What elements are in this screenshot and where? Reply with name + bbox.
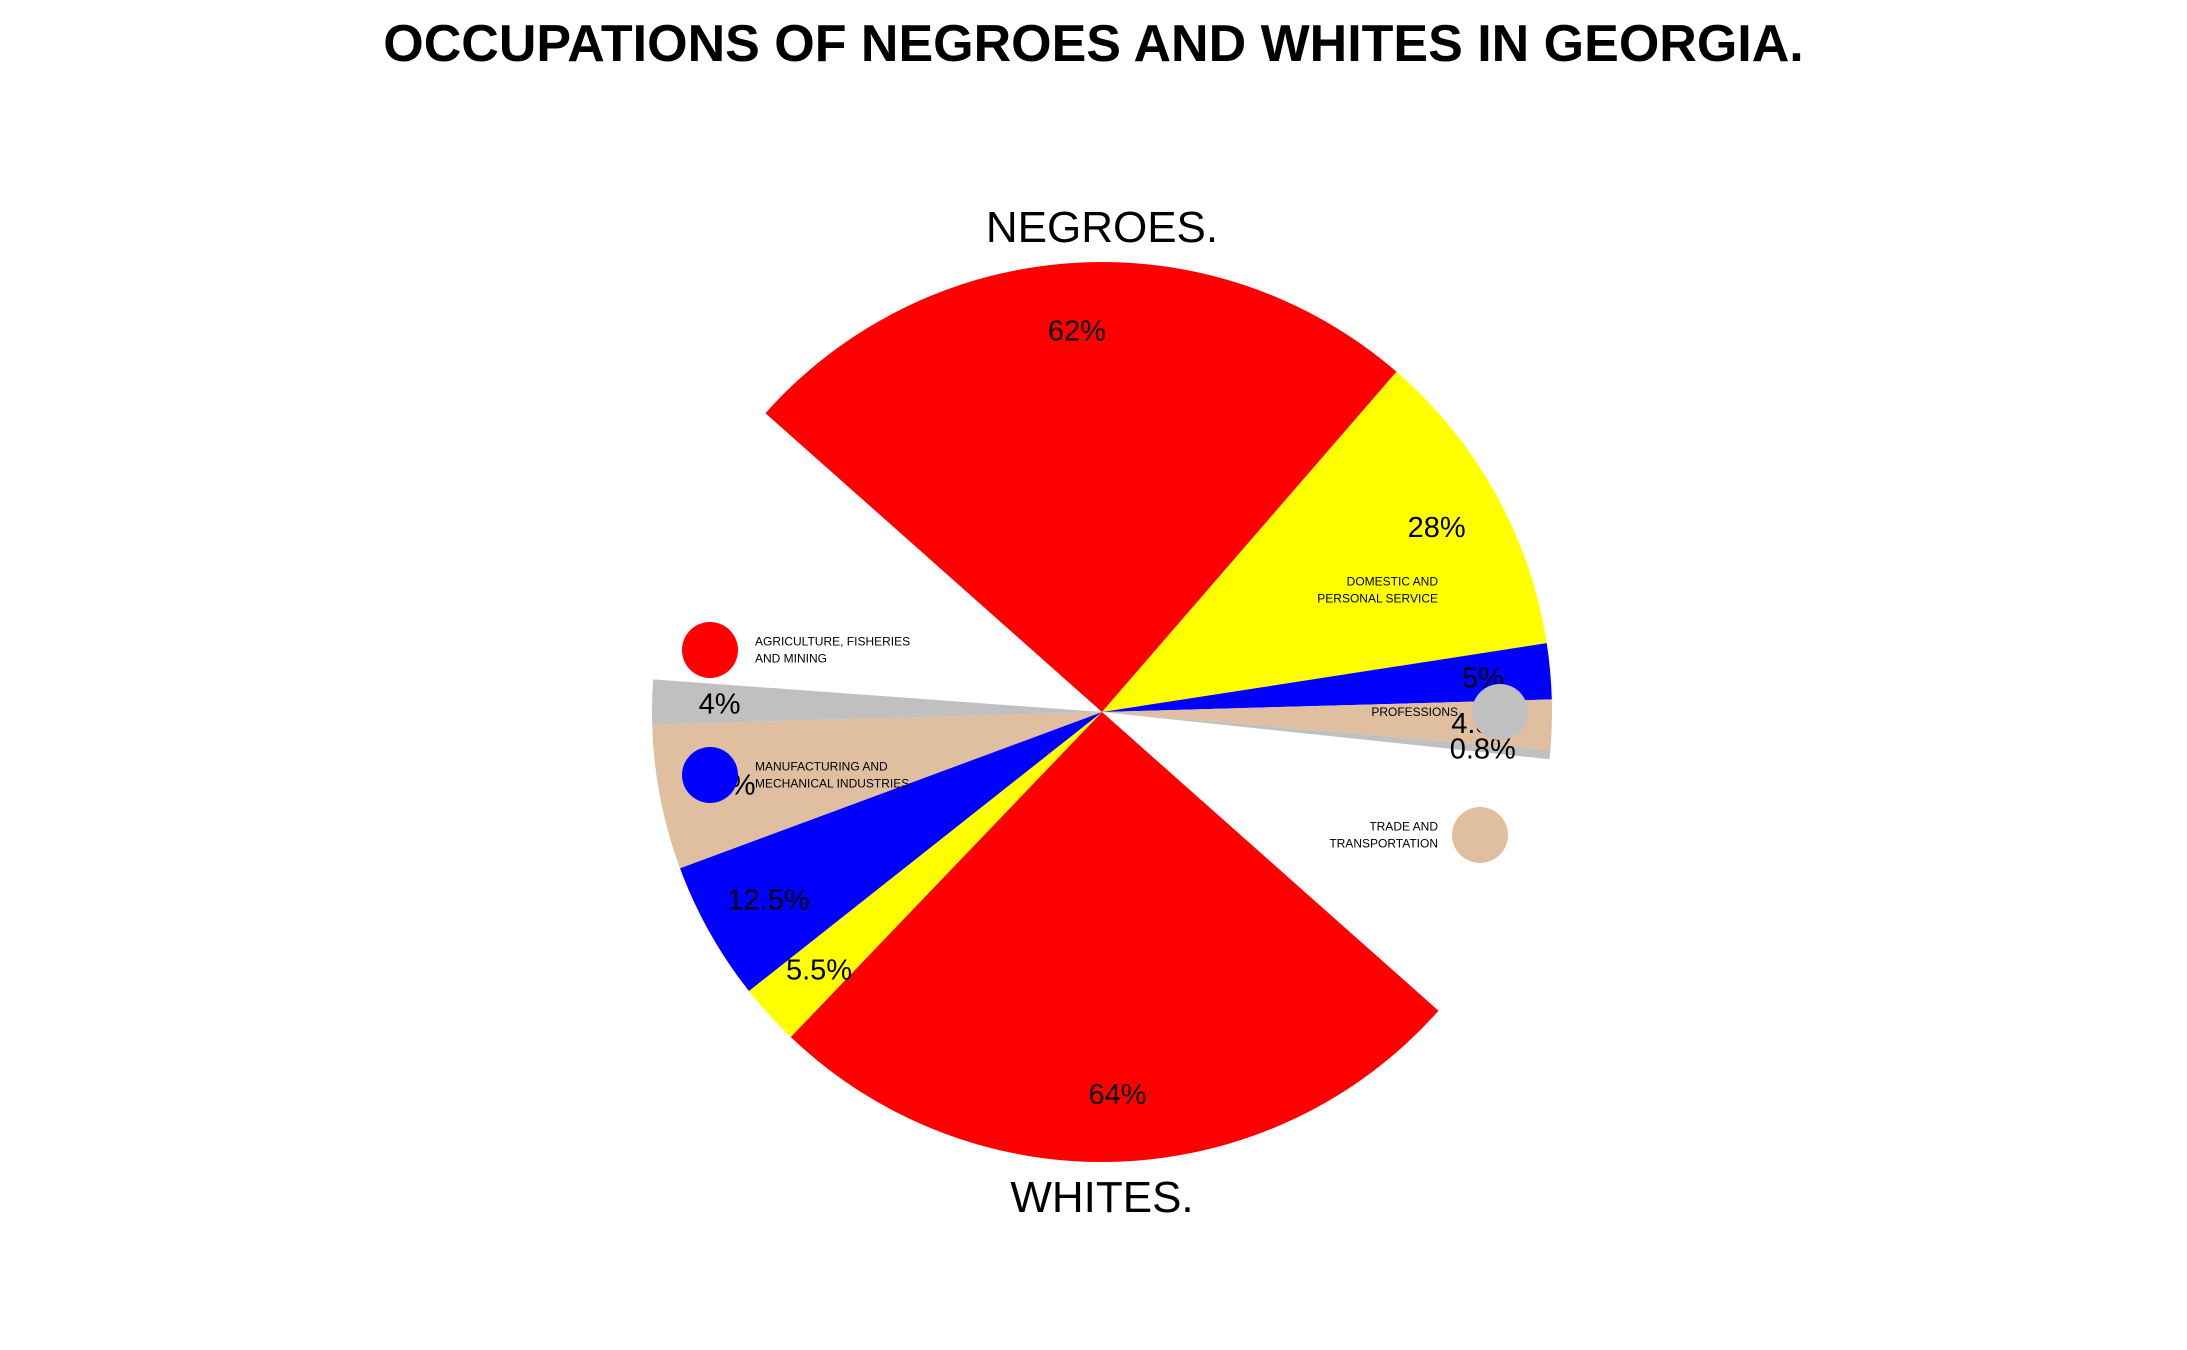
legend-label-agriculture-fisheries-and-mining-1: AND MINING	[755, 652, 827, 666]
whites-slice-label-professions: 4%	[699, 688, 741, 720]
legend-swatch-domestic-and-personal-service	[1452, 562, 1508, 618]
legend-label-agriculture-fisheries-and-mining-0: AGRICULTURE, FISHERIES	[755, 635, 910, 649]
negroes-slice-trade-and-transportation	[1102, 699, 1553, 751]
legend-item-domestic-and-personal-service: DOMESTIC AND PERSONAL SERVICE	[1317, 562, 1508, 618]
negroes-slice-label-agriculture-fisheries-and-mining: 62%	[1048, 315, 1106, 347]
negroes-slice-agriculture-fisheries-and-mining	[765, 262, 1397, 712]
whites-slice-agriculture-fisheries-and-mining	[790, 712, 1439, 1163]
legend-label-trade-and-transportation-0: TRADE AND	[1369, 820, 1438, 834]
legend-item-manufacturing-and-mechanical-industries: MANUFACTURING AND MECHANICAL INDUSTRIES	[682, 747, 909, 803]
legend-swatch-manufacturing-and-mechanical-industries	[682, 747, 738, 803]
negroes-slice-manufacturing-and-mechanical-industries	[1102, 643, 1552, 712]
negroes-group-label: NEGROES.	[986, 203, 1218, 252]
legend-label-professions-0: PROFESSIONS	[1371, 705, 1458, 719]
legend-swatch-agriculture-fisheries-and-mining	[682, 622, 738, 678]
legend-label-manufacturing-and-mechanical-industries-1: MECHANICAL INDUSTRIES	[755, 777, 909, 791]
whites-group-label: WHITES.	[1010, 1173, 1193, 1222]
whites-slice-label-manufacturing-and-mechanical-industries: 12.5%	[727, 884, 809, 916]
negroes-slice-domestic-and-personal-service	[1102, 371, 1547, 712]
legend-swatch-trade-and-transportation	[1452, 807, 1508, 863]
legend-label-domestic-and-personal-service-0: DOMESTIC AND	[1347, 575, 1439, 589]
legend-label-manufacturing-and-mechanical-industries-0: MANUFACTURING AND	[755, 760, 888, 774]
negroes-slice-professions	[1102, 712, 1551, 760]
legend-item-trade-and-transportation: TRADE AND TRANSPORTATION	[1329, 807, 1508, 863]
whites-slice-manufacturing-and-mechanical-industries	[680, 712, 1102, 992]
whites-slice-trade-and-transportation	[652, 712, 1102, 869]
legend-swatch-professions	[1472, 684, 1528, 740]
legend-label-domestic-and-personal-service-1: PERSONAL SERVICE	[1317, 592, 1438, 606]
whites-slice-label-agriculture-fisheries-and-mining: 64%	[1088, 1079, 1146, 1111]
whites-slice-professions	[652, 679, 1102, 725]
legend-item-agriculture-fisheries-and-mining: AGRICULTURE, FISHERIES AND MINING	[682, 622, 910, 678]
whites-slice-label-domestic-and-personal-service: 5.5%	[786, 954, 852, 986]
whites-slice-domestic-and-personal-service	[748, 712, 1102, 1038]
legend-item-professions: PROFESSIONS	[1371, 684, 1528, 740]
negroes-slice-label-domestic-and-personal-service: 28%	[1408, 512, 1466, 544]
legend-label-trade-and-transportation-1: TRANSPORTATION	[1329, 837, 1438, 851]
chart-title: OCCUPATIONS OF NEGROES AND WHITES IN GEO…	[383, 15, 1804, 73]
